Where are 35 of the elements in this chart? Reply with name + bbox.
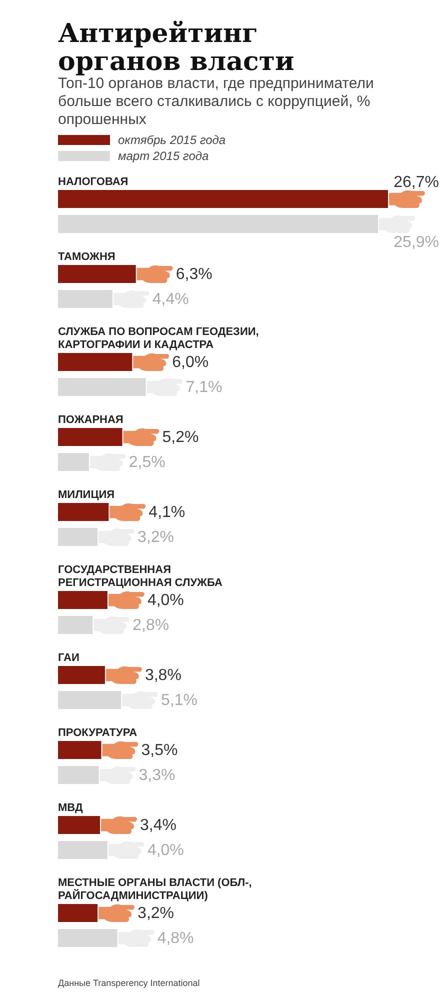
y-tick-label: МИЛИЦИЯ (58, 489, 115, 501)
data-label: 6,0% (172, 354, 209, 371)
y-tick-label: ПРОКУРАТУРА (58, 727, 138, 739)
data-label: 6,3% (176, 266, 212, 283)
data-label: 5,2% (162, 429, 199, 446)
data-label: 7,1% (186, 379, 222, 396)
y-tick-label: МВД (58, 802, 83, 814)
y-tick-label: ТАМОЖНЯ (58, 251, 116, 263)
data-label: 5,1% (161, 692, 198, 709)
data-label: 3,2% (138, 529, 174, 546)
data-label: 4,1% (148, 504, 186, 521)
text: Данные Transperency International (58, 978, 200, 988)
data-label: 2,8% (132, 617, 170, 634)
data-label: 4,0% (147, 592, 184, 609)
y-tick-label: ПОЖАРНАЯ (58, 414, 124, 426)
y-tick-label: СЛУЖБА ПО ВОПРОСАМ ГЕОДЕЗИИ, КАРТОГРАФИИ И КАДАСТРА (58, 326, 259, 351)
data-label: 3,3% (138, 767, 176, 784)
data-label: 2,5% (128, 454, 166, 471)
chart-title: Антирейтинг органов власти (58, 19, 294, 77)
data-label: 4,4% (152, 291, 189, 308)
y-tick-label: НАЛОГОВАЯ (58, 176, 128, 188)
data-label: 26,7% (394, 174, 439, 191)
data-label: 3,8% (144, 667, 182, 684)
data-label: 3,4% (140, 817, 176, 834)
legend-label: март 2015 года (118, 149, 210, 163)
data-label: 3,2% (138, 905, 174, 922)
y-tick-label: ГОСУДАРСТВЕННАЯ РЕГИСТРАЦИОННАЯ СЛУЖБА (58, 564, 222, 589)
data-label: 4,0% (147, 842, 184, 859)
chart-subtitle: Топ-10 органов власти, где предприниматели больше всего сталкивались с коррупцией, % опрошенных (58, 75, 374, 128)
data-label: 25,9% (394, 234, 439, 251)
legend-label: октябрь 2015 года (118, 133, 226, 147)
data-label: 4,8% (157, 930, 194, 947)
y-tick-label: ГАИ (58, 652, 80, 664)
y-tick-label: МЕСТНЫЕ ОРГАНЫ ВЛАСТИ (ОБЛ-, РАЙГОСАДМИНИСТРАЦИИ) (58, 877, 252, 902)
data-label: 3,5% (141, 742, 178, 759)
